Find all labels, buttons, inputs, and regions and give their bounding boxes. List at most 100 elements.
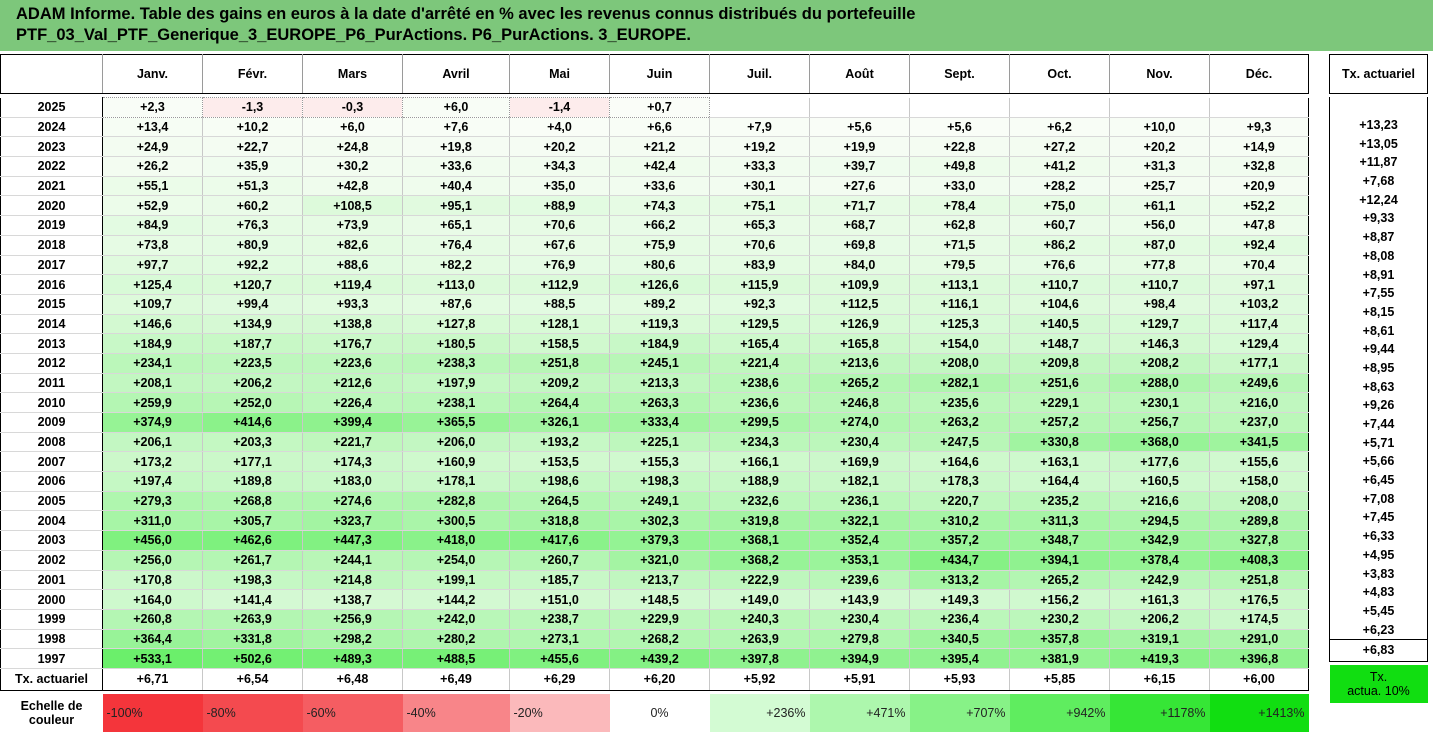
gain-cell: +6,2 [1009,117,1110,138]
gain-cell: +352,4 [809,530,910,551]
gain-cell: +319,8 [709,510,810,532]
gain-cell: +97,7 [102,255,203,276]
gain-cell: +244,1 [302,550,403,571]
gain-cell: +70,6 [509,215,610,236]
year-label: 2005 [0,491,103,512]
month-header: Mai [509,54,610,94]
gain-cell: +99,4 [202,294,303,315]
month-header: Juil. [709,54,810,94]
gain-cell: +268,8 [202,491,303,512]
actuarial-rate-cell: +8,63 [1329,377,1428,396]
gain-cell: +82,2 [402,255,510,276]
gain-cell: +294,5 [1109,510,1210,532]
gain-cell: +5,6 [909,117,1010,138]
gain-cell: +274,6 [302,491,403,512]
gain-cell: +341,5 [1209,432,1309,453]
gain-cell: +0,7 [609,97,710,118]
gain-cell: +216,0 [1209,392,1309,413]
year-label: 2015 [0,294,103,315]
gain-cell: +164,4 [1009,471,1110,492]
year-label: 2014 [0,314,103,335]
gain-cell: +193,2 [509,432,610,453]
gain-cell: +208,1 [102,373,203,394]
gain-cell: +75,1 [709,195,810,217]
gain-cell: +95,1 [402,195,510,217]
gain-cell: +62,8 [909,215,1010,236]
actuarial-rate-row: +6,23 [1329,620,1428,640]
gain-cell: +163,1 [1009,451,1110,473]
gain-cell: +14,9 [1209,136,1309,158]
gain-cell: +65,1 [402,215,510,236]
actuarial-rate-cell: +6,23 [1329,620,1428,640]
gain-cell: +33,6 [609,176,710,197]
gain-cell: +379,3 [609,530,710,551]
gain-cell: +399,4 [302,412,403,433]
gain-cell: +274,0 [809,412,910,433]
actuarial-rate-cell: +8,95 [1329,358,1428,378]
gain-cell: +65,3 [709,215,810,236]
gain-cell: +209,8 [1009,353,1110,374]
year-row: 1997 +533,1 +502,6 +489,3 +488,5 +455,6 +439,2… [0,648,1309,669]
gain-cell: +302,3 [609,510,710,532]
gain-cell: +7,6 [402,117,510,138]
gain-cell: +27,6 [809,176,910,197]
year-row: 2005 +279,3 +268,8 +274,6 +282,8 +264,5 +249,1… [0,491,1309,512]
gain-cell: +189,8 [202,471,303,492]
gain-cell: +265,2 [809,373,910,394]
gain-cell: +129,7 [1109,314,1210,335]
gain-cell: +70,4 [1209,255,1309,276]
gain-cell: +447,3 [302,530,403,551]
gain-cell: +242,0 [402,609,510,630]
gain-cell: +51,3 [202,176,303,197]
gain-cell: +71,7 [809,195,910,217]
gain-cell: +489,3 [302,648,403,669]
year-row: 2003 +456,0 +462,6 +447,3 +418,0 +417,6 +379,3… [0,530,1309,551]
gain-cell: +226,4 [302,392,403,413]
gain-cell: +68,7 [809,215,910,236]
gain-cell: +126,6 [609,274,710,295]
month-header: Févr. [202,54,303,94]
gain-cell: +31,3 [1109,156,1210,177]
gain-cell: +291,0 [1209,629,1309,650]
gain-cell: +98,4 [1109,294,1210,315]
gain-cell: +174,3 [302,451,403,473]
gain-cell: +160,9 [402,451,510,473]
gain-cell: +323,7 [302,510,403,532]
gain-cell: +82,6 [302,235,403,256]
gain-cell: +160,5 [1109,471,1210,492]
year-row: 2006 +197,4 +189,8 +183,0 +178,1 +198,6 +198,3… [0,471,1309,492]
year-label: 1998 [0,629,103,650]
year-label: 2009 [0,412,103,433]
color-scale-swatch: -60% [302,693,403,732]
gain-cell: +146,3 [1109,333,1210,354]
actuarial-rate-cell: +9,44 [1329,339,1428,359]
actuarial-rate-table: Tx. actuariel +13,23 +13,05 +11,87 +7,68 +12… [1329,54,1428,703]
gain-cell: +462,6 [202,530,303,551]
title-line-2: PTF_03_Val_PTF_Generique_3_EUROPE_P6_Pur… [16,26,691,44]
gain-cell: +88,9 [509,195,610,217]
gains-table-body: 2025 +2,3 -1,3 -0,3 +6,0 -1,4 +0,7 2024 +13,4 +10… [0,93,1309,732]
gain-cell: +419,3 [1109,648,1210,669]
gain-cell: +120,7 [202,274,303,295]
gain-cell: +22,7 [202,136,303,158]
gain-cell: +348,7 [1009,530,1110,551]
gain-cell: +368,1 [709,530,810,551]
gain-cell: +396,8 [1209,648,1309,669]
year-label: 2011 [0,373,103,394]
year-label: 2012 [0,353,103,374]
gain-cell: +245,1 [609,353,710,374]
gain-cell: +311,3 [1009,510,1110,532]
year-label: 2013 [0,333,103,354]
gain-cell: +149,3 [909,589,1010,610]
gain-cell: +264,5 [509,491,610,512]
gain-cell: +214,8 [302,570,403,591]
year-label: 2007 [0,451,103,473]
gain-cell: +6,6 [609,117,710,138]
gain-cell: +456,0 [102,530,203,551]
actuarial-summary-row: Tx. actuariel +6,71 +6,54 +6,48 +6,49 +6,29 +6… [0,667,1309,691]
gain-cell: +125,4 [102,274,203,295]
gain-cell: +313,2 [909,570,1010,591]
actuarial-rate-row: +13,05 [1329,134,1428,154]
gain-cell: +240,3 [709,609,810,630]
actuarial-rate-row: +7,55 [1329,283,1428,303]
